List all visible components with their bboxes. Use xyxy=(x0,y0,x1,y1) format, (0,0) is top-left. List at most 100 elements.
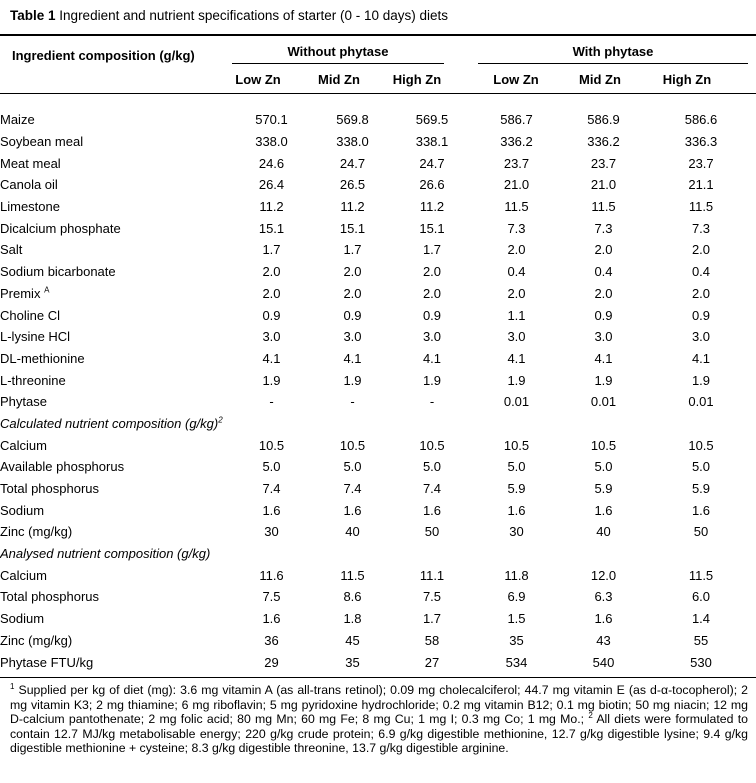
row-label-text: Zinc (mg/kg) xyxy=(0,632,73,648)
value-cell: 11.1 xyxy=(419,567,445,583)
row-label-text: Zinc (mg/kg) xyxy=(0,524,73,540)
column-header-high-zn-phytase: High Zn xyxy=(662,72,712,87)
table-body: Maize 570.1 569.8 569.5 586.7 586.9 586.6 Soybe… xyxy=(0,109,756,673)
value-cell: 1.9 xyxy=(422,372,442,388)
value-cell: 1.9 xyxy=(262,372,281,388)
value-cell: 26.6 xyxy=(419,177,445,193)
value-cell: 2.0 xyxy=(507,285,526,301)
value-cell: 21.0 xyxy=(503,177,530,193)
value-cell: 7.3 xyxy=(594,220,613,236)
footnotes: 1 Supplied per kg of diet (mg): 3.6 mg v… xyxy=(10,682,748,756)
value-cell: 5.0 xyxy=(507,459,526,475)
value-cell: 11.2 xyxy=(419,199,445,215)
value-cell: 7.4 xyxy=(262,481,281,497)
value-cell: 4.1 xyxy=(691,350,711,366)
row-label-text: L-lysine HCl xyxy=(0,329,71,345)
value-cell: 24.7 xyxy=(419,155,445,171)
row-label: Zinc (mg/kg) xyxy=(0,630,230,652)
value-cell: 40 xyxy=(345,524,360,540)
table-row: Phytase FTU/kg 29 35 27 534 540 530 xyxy=(0,651,756,673)
column-header-low-zn-phytase: Low Zn xyxy=(493,72,539,87)
value-cell: 586.6 xyxy=(684,112,718,128)
value-cell: 1.7 xyxy=(422,611,442,627)
value-cell: 35 xyxy=(509,632,524,648)
row-label: Phytase FTU/kg xyxy=(0,651,230,673)
value-cell: 11.5 xyxy=(340,567,365,583)
group-underline-with xyxy=(478,63,748,64)
footnote-2-mark: 2 xyxy=(588,711,593,721)
value-cell: 0.9 xyxy=(343,307,362,323)
value-cell: 43 xyxy=(596,632,611,648)
value-cell: 21.0 xyxy=(590,177,617,193)
value-cell: 2.0 xyxy=(262,264,281,280)
value-cell: 3.0 xyxy=(262,329,281,345)
header-rule xyxy=(0,93,756,94)
value-cell: 2.0 xyxy=(691,285,711,301)
value-cell: 3.0 xyxy=(422,329,442,345)
value-cell: 11.2 xyxy=(259,199,284,215)
value-cell: 26.4 xyxy=(258,177,285,193)
value-cell: 336.2 xyxy=(587,134,620,150)
value-cell: 15.1 xyxy=(339,220,366,236)
group-header-without-phytase: Without phytase xyxy=(287,44,389,59)
value-cell: 21.1 xyxy=(688,177,714,193)
value-cell: 4.1 xyxy=(343,350,362,366)
value-cell: 7.3 xyxy=(691,220,711,236)
group-header-with-phytase: With phytase xyxy=(572,44,654,59)
table-row: Soybean meal 338.0 338.0 338.1 336.2 336.2 336… xyxy=(0,131,756,153)
row-label-text: Sodium xyxy=(0,502,45,518)
value-cell: 7.5 xyxy=(422,589,442,605)
value-cell: 10.5 xyxy=(419,437,445,453)
row-label: Calcium xyxy=(0,564,230,586)
value-cell: 23.7 xyxy=(590,155,617,171)
table-row: Maize 570.1 569.8 569.5 586.7 586.9 586.6 xyxy=(0,109,756,131)
row-label: Limestone xyxy=(0,196,230,218)
value-cell: 0.01 xyxy=(590,394,617,410)
table-row: Choline Cl 0.9 0.9 0.9 1.1 0.9 0.9 xyxy=(0,304,756,326)
value-cell: 4.1 xyxy=(422,350,442,366)
row-label: Meat meal xyxy=(0,152,230,174)
value-cell: 1.6 xyxy=(343,502,362,518)
value-cell: 338.0 xyxy=(255,134,288,150)
table-title: Ingredient and nutrient specifications o… xyxy=(59,8,449,23)
value-cell: 50 xyxy=(693,524,709,540)
section-heading: Analysed nutrient composition (g/kg) xyxy=(0,543,756,565)
value-cell: 336.3 xyxy=(684,134,718,150)
value-cell: 0.9 xyxy=(262,307,281,323)
value-cell: 0.9 xyxy=(422,307,442,323)
value-cell: 36 xyxy=(264,632,279,648)
table-row: Dicalcium phosphate 15.1 15.1 15.1 7.3 7.3 7.3 xyxy=(0,217,756,239)
value-cell: 5.9 xyxy=(691,481,711,497)
row-label-text: Sodium xyxy=(0,611,45,627)
bottom-rule xyxy=(0,677,756,678)
row-label-text: Total phosphorus xyxy=(0,589,100,605)
section-heading: Calculated nutrient composition (g/kg)2 xyxy=(0,413,756,435)
row-label: Premix A xyxy=(0,283,230,305)
value-cell: 2.0 xyxy=(422,264,442,280)
value-cell: 40 xyxy=(596,524,611,540)
value-cell: 336.2 xyxy=(500,134,533,150)
value-cell: 11.2 xyxy=(340,199,365,215)
value-cell: 530 xyxy=(690,654,712,670)
value-cell: 1.9 xyxy=(343,372,362,388)
value-cell: 1.7 xyxy=(422,242,442,258)
value-cell: 0.4 xyxy=(594,264,613,280)
row-label: Phytase xyxy=(0,391,230,413)
value-cell: 55 xyxy=(693,632,709,648)
value-cell: 35 xyxy=(345,654,360,670)
section-heading-text: Calculated nutrient composition (g/kg) xyxy=(0,415,219,431)
value-cell: 1.9 xyxy=(691,372,711,388)
value-cell: 0.01 xyxy=(503,394,530,410)
table-number: Table 1 xyxy=(10,8,56,23)
table-row: Total phosphorus 7.4 7.4 7.4 5.9 5.9 5.9 xyxy=(0,478,756,500)
value-cell: 0.4 xyxy=(507,264,526,280)
row-label-text: Sodium bicarbonate xyxy=(0,264,116,280)
value-cell: 1.6 xyxy=(594,611,613,627)
value-cell: 2.0 xyxy=(594,242,613,258)
table-row: Canola oil 26.4 26.5 26.6 21.0 21.0 21.1 xyxy=(0,174,756,196)
footnote-2-text: All diets were formulated to contain 12.… xyxy=(10,712,748,756)
row-label: Salt xyxy=(0,239,230,261)
value-cell: 534 xyxy=(505,654,528,670)
section-footnote-mark: 2 xyxy=(218,415,223,425)
